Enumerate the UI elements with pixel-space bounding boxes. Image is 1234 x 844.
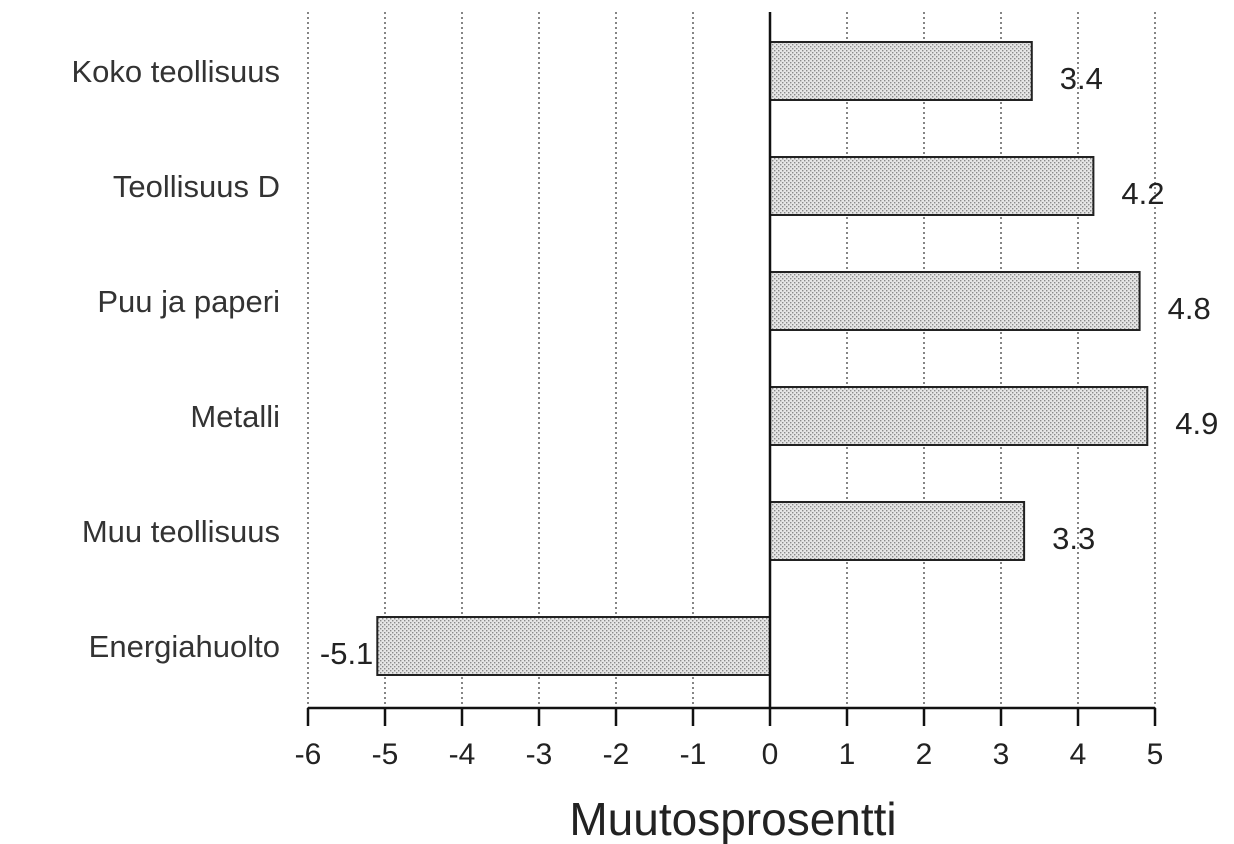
- category-label-5: Energiahuolto: [89, 629, 280, 664]
- x-tick-label-2: -4: [449, 738, 476, 771]
- x-tick-label-7: 1: [839, 738, 856, 771]
- value-label-1: 4.2: [1121, 176, 1164, 211]
- category-label-4: Muu teollisuus: [82, 514, 280, 549]
- x-tick-label-3: -3: [526, 738, 553, 771]
- category-label-2: Puu ja paperi: [97, 284, 280, 319]
- value-label-2: 4.8: [1168, 291, 1211, 326]
- x-tick-label-6: 0: [762, 738, 779, 771]
- value-label-4: 3.3: [1052, 521, 1095, 556]
- category-label-3: Metalli: [190, 399, 280, 434]
- bar-4: [769, 501, 1026, 561]
- x-tick-label-0: -6: [295, 738, 322, 771]
- value-label-5: -5.1: [320, 636, 373, 671]
- value-label-3: 4.9: [1175, 406, 1218, 441]
- bar-3: [769, 386, 1149, 446]
- bars: [376, 41, 1149, 676]
- grid-lines: [307, 12, 1156, 708]
- category-label-1: Teollisuus D: [113, 169, 280, 204]
- bar-1: [769, 156, 1095, 216]
- x-tick-label-4: -2: [603, 738, 630, 771]
- category-label-0: Koko teollisuus: [71, 54, 280, 89]
- bar-2: [769, 271, 1141, 331]
- bar-5: [376, 616, 771, 676]
- axes: [306, 12, 1157, 726]
- labels: -6 -5 -4 -3 -2 -1 0 1 2 3 4 5 Koko teollisuus Teollis…: [71, 54, 1218, 771]
- x-tick-label-10: 4: [1070, 738, 1087, 771]
- x-tick-label-5: -1: [680, 738, 707, 771]
- x-axis-title: Muutosprosentti: [569, 793, 896, 844]
- x-tick-label-1: -5: [372, 738, 399, 771]
- x-tick-label-8: 2: [916, 738, 933, 771]
- value-label-0: 3.4: [1060, 61, 1103, 96]
- x-tick-label-9: 3: [993, 738, 1010, 771]
- bar-0: [769, 41, 1033, 101]
- x-tick-label-11: 5: [1147, 738, 1164, 771]
